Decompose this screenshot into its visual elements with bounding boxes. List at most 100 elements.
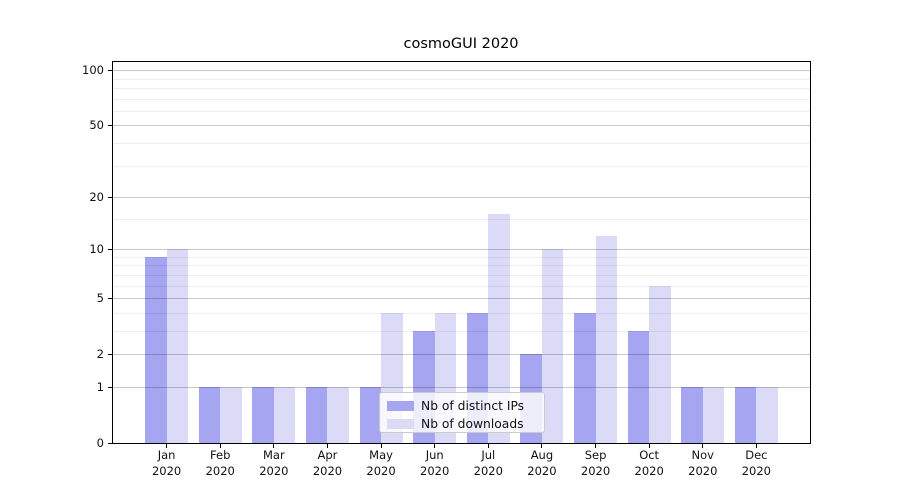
y-tick-mark (108, 69, 113, 71)
x-tick-month: Dec (745, 448, 768, 462)
x-tick-month: Jul (481, 448, 496, 462)
y-tick-mark (108, 442, 113, 444)
gridline-minor (113, 275, 810, 276)
bar-distinct-ips-feb (198, 386, 221, 443)
y-tick-label: 100 (82, 63, 104, 78)
gridline-minor (113, 256, 810, 258)
bar-distinct-ips-apr (305, 386, 328, 443)
x-tick-label-may: May 2020 (349, 448, 413, 479)
x-tick-label-feb: Feb 2020 (188, 448, 252, 479)
x-tick-year: 2020 (151, 463, 182, 478)
bar-distinct-ips-jan (145, 256, 167, 443)
y-tick-label: 10 (89, 242, 104, 257)
gridline-minor (113, 165, 810, 167)
gridline-major (113, 125, 810, 127)
x-tick-month: Apr (317, 448, 338, 462)
x-tick-year: 2020 (420, 463, 450, 478)
gridline-major (113, 298, 810, 300)
x-tick-month: Oct (639, 448, 660, 462)
x-tick-label-dec: Dec 2020 (724, 448, 788, 479)
y-tick-label: 1 (96, 379, 104, 394)
x-tick-label-nov: Nov 2020 (671, 448, 735, 479)
x-tick-year: 2020 (205, 463, 235, 478)
x-tick-month: May (369, 448, 393, 462)
gridline-minor (113, 219, 810, 220)
bar-distinct-ips-sep (574, 312, 596, 443)
x-tick-year: 2020 (634, 463, 664, 478)
chart-title: cosmoGUI 2020 (403, 36, 519, 52)
legend-swatch-downloads (387, 418, 414, 429)
x-tick-year: 2020 (741, 463, 772, 478)
x-tick-label-jun: Jun 2020 (403, 448, 467, 479)
plot-area: Nb of distinct IPs Nb of downloads (112, 61, 811, 444)
x-tick-label-sep: Sep 2020 (564, 448, 628, 479)
gridline-minor (113, 331, 810, 332)
x-tick-mark (219, 444, 221, 448)
x-tick-mark (273, 444, 275, 448)
bar-downloads-jan (166, 249, 189, 443)
x-tick-mark (541, 444, 543, 448)
x-tick-year: 2020 (366, 463, 396, 478)
legend-label-distinct-ips: Nb of distinct IPs (421, 398, 525, 413)
x-tick-mark (595, 444, 596, 448)
legend-item-downloads: Nb of downloads (387, 415, 544, 432)
x-tick-label-jan: Jan 2020 (135, 448, 199, 479)
gridline-minor (113, 285, 810, 287)
gridline-major (113, 387, 810, 388)
y-tick-mark (108, 386, 113, 388)
gridline-minor (113, 110, 810, 112)
bar-downloads-jul (488, 214, 510, 443)
x-tick-year: 2020 (259, 463, 289, 478)
x-tick-label-aug: Aug 2020 (510, 448, 574, 479)
gridline-minor (113, 78, 810, 80)
y-tick-mark (108, 248, 113, 250)
y-tick-label: 0 (96, 436, 104, 450)
y-tick-label: 20 (89, 189, 104, 204)
x-tick-month: Sep (584, 448, 607, 462)
x-tick-year: 2020 (473, 463, 503, 478)
y-tick-mark (108, 353, 113, 355)
x-tick-year: 2020 (580, 463, 611, 478)
gridline-minor (113, 98, 810, 100)
legend-label-downloads: Nb of downloads (421, 416, 524, 431)
x-tick-mark (380, 444, 382, 448)
x-tick-mark (166, 444, 168, 448)
bar-downloads-sep (595, 235, 618, 443)
x-tick-mark (755, 444, 757, 448)
bar-downloads-apr (327, 386, 349, 443)
x-tick-mark (648, 444, 650, 448)
gridline-minor (113, 142, 810, 144)
bar-downloads-mar (273, 386, 296, 443)
x-tick-mark (487, 444, 489, 448)
bar-distinct-ips-mar (252, 386, 274, 443)
bar-distinct-ips-dec (734, 386, 757, 443)
x-tick-year: 2020 (527, 463, 557, 478)
y-tick-mark (108, 124, 113, 126)
x-tick-mark (434, 444, 436, 448)
y-tick-label: 5 (96, 291, 104, 306)
bar-distinct-ips-oct (627, 330, 650, 443)
x-tick-label-apr: Apr 2020 (295, 448, 359, 479)
x-tick-month: Jun (425, 448, 444, 462)
y-tick-label: 2 (96, 347, 104, 362)
x-tick-label-jul: Jul 2020 (456, 448, 520, 479)
x-tick-month: Mar (262, 448, 285, 462)
gridline-minor (113, 312, 810, 314)
bar-distinct-ips-may (359, 386, 382, 443)
x-tick-month: Jan (157, 448, 176, 462)
bar-downloads-dec (756, 386, 778, 443)
y-tick-label: 50 (89, 118, 104, 133)
y-tick-mark (108, 297, 113, 299)
x-tick-month: Nov (691, 448, 714, 462)
x-tick-label-oct: Oct 2020 (617, 448, 681, 479)
legend-item-distinct-ips: Nb of distinct IPs (387, 397, 544, 414)
gridline-major (113, 249, 810, 251)
x-tick-label-mar: Mar 2020 (242, 448, 306, 479)
bar-downloads-oct (649, 285, 671, 443)
y-tick-mark (108, 196, 113, 198)
bar-downloads-feb (220, 386, 242, 443)
bar-distinct-ips-nov (681, 386, 703, 443)
gridline-major (113, 70, 810, 72)
legend: Nb of distinct IPs Nb of downloads (379, 392, 545, 433)
x-tick-year: 2020 (312, 463, 343, 478)
